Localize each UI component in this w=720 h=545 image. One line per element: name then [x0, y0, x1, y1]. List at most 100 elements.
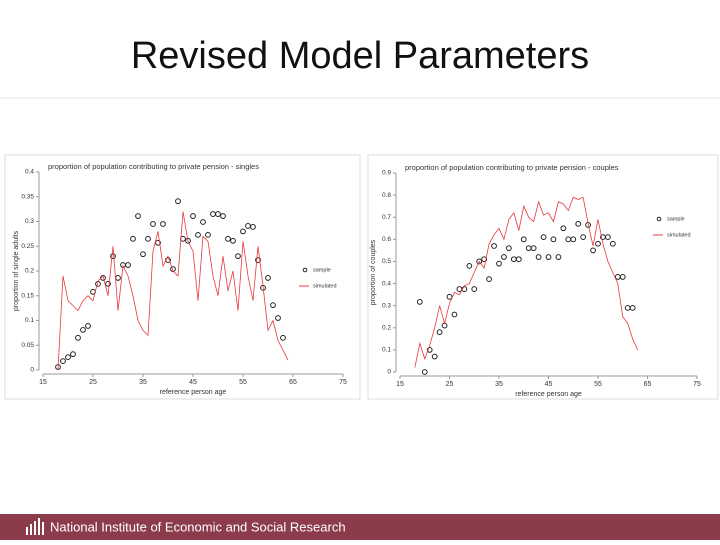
data-point [555, 254, 562, 260]
data-point [250, 224, 256, 230]
data-point [280, 334, 286, 341]
x-tick-label: 45 [189, 379, 197, 386]
data-point [481, 256, 488, 263]
data-point [80, 327, 86, 333]
data-point [85, 323, 91, 329]
data-point [421, 369, 428, 375]
data-point [545, 254, 552, 260]
y-tick-label: 0.6 [382, 236, 391, 243]
x-tick-label: 25 [89, 379, 97, 386]
data-point [105, 280, 111, 287]
x-tick-label: 35 [495, 381, 503, 388]
y-tick-label: 0.7 [382, 214, 391, 221]
footer-bar [0, 514, 720, 540]
data-point [130, 235, 136, 242]
data-point [520, 236, 527, 243]
data-point [426, 346, 433, 353]
x-tick-label: 15 [39, 379, 47, 386]
footer-text: National Institute of Economic and Socia… [50, 519, 346, 534]
y-tick-label: 0.35 [21, 193, 34, 200]
legend-label: simulated [313, 283, 337, 289]
x-tick-label: 65 [289, 379, 297, 386]
data-point [501, 254, 507, 260]
data-point [575, 220, 582, 227]
data-point [185, 237, 191, 244]
slide-title: Revised Model Parameters [131, 35, 589, 77]
y-tick-label: 0 [387, 369, 391, 376]
x-tick-label: 35 [139, 379, 147, 386]
data-point [506, 245, 512, 252]
data-point [160, 221, 166, 227]
legend-label: sample [667, 216, 685, 222]
data-point [255, 257, 261, 264]
y-tick-label: 0 [30, 367, 34, 374]
y-axis-label: proportion of single adults [13, 230, 20, 311]
data-point [225, 235, 231, 242]
data-point [270, 302, 276, 309]
y-tick-label: 0.9 [382, 170, 391, 177]
data-point [150, 221, 156, 227]
data-point [416, 299, 423, 305]
data-point [275, 315, 281, 321]
data-point [466, 262, 473, 269]
data-point [619, 274, 626, 280]
data-point [535, 254, 542, 260]
data-point [230, 237, 236, 244]
legend-label: simulated [667, 232, 691, 238]
data-point [175, 198, 181, 205]
data-point [471, 286, 478, 292]
y-tick-label: 0.4 [382, 280, 391, 287]
y-tick-label: 0.1 [382, 347, 391, 354]
data-point [515, 256, 522, 263]
data-line [57, 211, 289, 371]
data-point [220, 213, 226, 219]
y-axis-label: proportion of couples [370, 239, 377, 305]
chart-frame [367, 154, 719, 400]
x-tick-label: 55 [594, 381, 602, 388]
y-tick-label: 0.5 [382, 258, 391, 265]
data-point [486, 276, 493, 283]
data-point [560, 225, 567, 232]
data-point [200, 219, 206, 225]
data-point [70, 351, 76, 358]
data-point [476, 258, 483, 265]
data-point [540, 234, 547, 241]
x-tick-label: 65 [644, 381, 652, 388]
chart-frame [4, 154, 361, 400]
y-tick-label: 0.4 [25, 169, 34, 176]
data-point [530, 245, 537, 252]
data-line [414, 196, 638, 368]
data-point [125, 262, 131, 268]
data-point [65, 354, 71, 361]
x-tick-label: 75 [693, 381, 701, 388]
data-point [436, 329, 443, 336]
data-point [205, 231, 211, 238]
data-point [145, 235, 151, 242]
y-tick-label: 0.8 [382, 192, 391, 199]
footer-logo [26, 518, 44, 535]
data-point [240, 228, 246, 235]
data-point [140, 251, 146, 258]
data-point [570, 236, 577, 243]
chart-title: proportion of population contributing to… [48, 162, 259, 171]
legend-marker [656, 216, 662, 222]
x-tick-label: 45 [545, 381, 553, 388]
y-tick-label: 0.25 [21, 243, 34, 250]
y-tick-label: 0.2 [25, 268, 34, 275]
y-tick-label: 0.1 [25, 317, 34, 324]
data-point [431, 353, 438, 360]
data-point [605, 234, 611, 241]
y-tick-label: 0.3 [382, 302, 391, 309]
data-point [461, 286, 468, 292]
legend-label: sample [313, 267, 331, 273]
data-point [235, 253, 241, 260]
x-tick-label: 25 [446, 381, 454, 388]
chart-title: proportion of population contributing to… [405, 163, 619, 172]
data-point [135, 213, 141, 219]
data-point [75, 334, 81, 341]
x-tick-label: 15 [396, 381, 404, 388]
data-point [446, 293, 453, 300]
data-point [110, 253, 116, 260]
data-point [60, 358, 66, 364]
